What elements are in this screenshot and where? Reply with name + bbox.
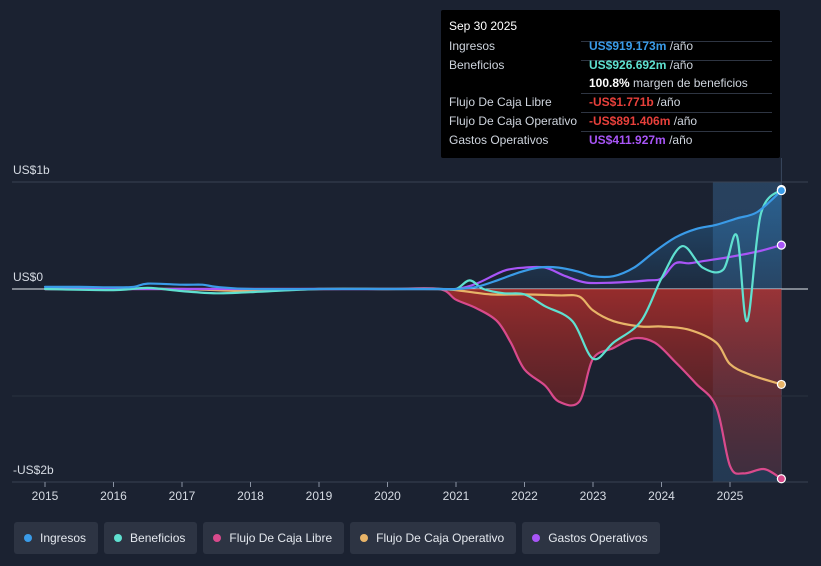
tooltip-label: Gastos Operativos bbox=[449, 133, 549, 147]
x-tick-label-2023: 2023 bbox=[580, 489, 607, 503]
legend-item-beneficios[interactable]: Beneficios bbox=[104, 522, 198, 554]
legend-item-flujo-operativo[interactable]: Flujo De Caja Operativo bbox=[350, 522, 517, 554]
legend-item-gastos[interactable]: Gastos Operativos bbox=[522, 522, 660, 554]
legend-label: Beneficios bbox=[130, 531, 186, 545]
financial-chart: 2015 2016 2017 2018 2019 2020 2021 2022 2023 2024… bbox=[12, 158, 808, 503]
end-point-flujo-libre bbox=[776, 474, 786, 484]
legend-label: Ingresos bbox=[40, 531, 87, 545]
series-line-ingresos bbox=[43, 189, 783, 291]
x-tick-label-2022: 2022 bbox=[511, 489, 538, 503]
x-tick-label-2019: 2019 bbox=[306, 489, 333, 503]
series-line-beneficios bbox=[43, 188, 783, 361]
x-tick-label-2021: 2021 bbox=[443, 489, 470, 503]
legend-label: Flujo De Caja Operativo bbox=[376, 531, 505, 545]
legend-dot-icon bbox=[360, 534, 369, 542]
tooltip-value: 100.8% margen de beneficios bbox=[589, 76, 748, 90]
legend-dot-icon bbox=[114, 534, 123, 542]
tooltip-value: US$411.927m /año bbox=[589, 133, 693, 147]
tooltip-label: Ingresos bbox=[449, 39, 496, 53]
tooltip-label: Beneficios bbox=[449, 58, 505, 72]
tooltip-value: -US$1.771b /año bbox=[589, 95, 681, 109]
x-tick-label-2018: 2018 bbox=[237, 489, 264, 503]
tooltip-row-margin: 100.8% margen de beneficios bbox=[449, 74, 772, 92]
tooltip-row-flujo-libre: Flujo De Caja Libre -US$1.771b /año bbox=[449, 93, 772, 111]
tooltip-separator bbox=[581, 112, 772, 113]
legend-label: Gastos Operativos bbox=[548, 531, 648, 545]
flujo-libre-area bbox=[45, 288, 782, 479]
x-tick-label-2020: 2020 bbox=[374, 489, 401, 503]
end-point-ingresos bbox=[776, 185, 786, 196]
tooltip-row-ingresos: Ingresos US$919.173m /año bbox=[449, 37, 772, 55]
y-tick-label-bottom: -US$2b bbox=[13, 463, 54, 477]
tooltip-date: Sep 30 2025 bbox=[449, 19, 518, 33]
tooltip-row-beneficios: Beneficios US$926.692m /año bbox=[449, 56, 772, 74]
legend-item-flujo-libre[interactable]: Flujo De Caja Libre bbox=[203, 522, 345, 554]
end-point-gastos bbox=[776, 240, 786, 250]
tooltip-row-gastos: Gastos Operativos US$411.927m /año bbox=[449, 131, 772, 149]
tooltip-label: Flujo De Caja Libre bbox=[449, 95, 552, 109]
tooltip-row-flujo-operativo: Flujo De Caja Operativo -US$891.406m /añ… bbox=[449, 112, 772, 130]
data-tooltip: Sep 30 2025 Ingresos US$919.173m /año Be… bbox=[441, 10, 780, 158]
end-point-flujo-operativo bbox=[776, 379, 786, 390]
x-tick-label-2017: 2017 bbox=[169, 489, 196, 503]
legend-label: Flujo De Caja Libre bbox=[229, 531, 333, 545]
tooltip-separator bbox=[581, 93, 772, 94]
tooltip-separator bbox=[581, 41, 772, 42]
x-tick-label-2024: 2024 bbox=[648, 489, 675, 503]
x-tick-label-2025: 2025 bbox=[717, 489, 744, 503]
tooltip-separator bbox=[581, 60, 772, 61]
tooltip-value: -US$891.406m /año bbox=[589, 114, 698, 128]
tooltip-value: US$919.173m /año bbox=[589, 39, 694, 53]
x-tick-label-2016: 2016 bbox=[100, 489, 127, 503]
legend-dot-icon bbox=[24, 534, 32, 542]
y-tick-label-top: US$1b bbox=[13, 163, 50, 177]
tooltip-label: Flujo De Caja Operativo bbox=[449, 114, 578, 128]
tooltip-separator bbox=[581, 131, 772, 132]
ingresos-area bbox=[438, 190, 782, 290]
x-tick-label-2015: 2015 bbox=[32, 489, 59, 503]
tooltip-value: US$926.692m /año bbox=[589, 58, 694, 72]
legend-dot-icon bbox=[213, 534, 222, 542]
y-tick-label-zero: US$0 bbox=[13, 270, 44, 284]
legend-dot-icon bbox=[532, 534, 541, 542]
legend-item-ingresos[interactable]: Ingresos bbox=[14, 522, 99, 554]
chart-legend: Ingresos Beneficios Flujo De Caja Libre … bbox=[14, 522, 660, 554]
